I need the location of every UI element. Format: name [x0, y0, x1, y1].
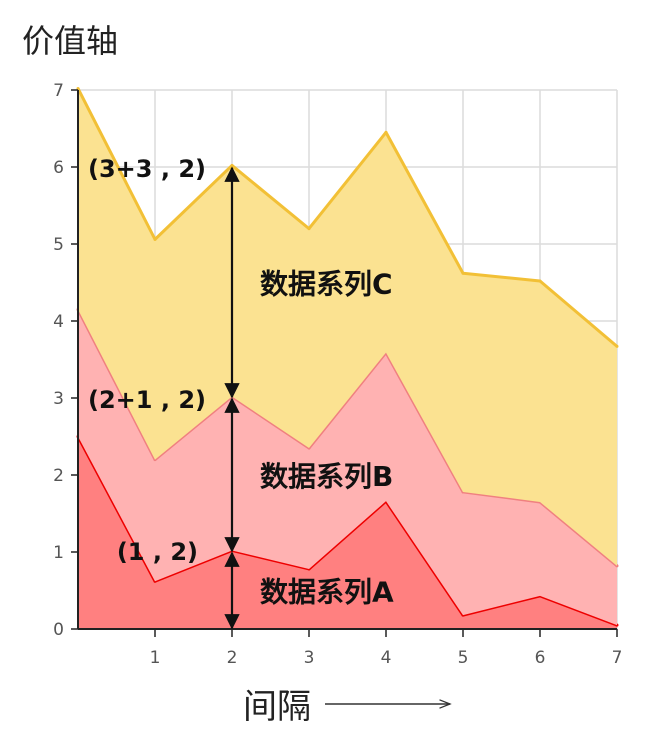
series-label-2: 数据系列B — [260, 460, 393, 493]
y-tick-label: 0 — [53, 620, 64, 640]
data-point-series-3 — [230, 163, 234, 167]
series-label-3: 数据系列C — [260, 268, 393, 301]
plot-areas — [76, 86, 619, 629]
y-tick-label: 6 — [53, 158, 64, 178]
x-tick-label: 5 — [458, 648, 469, 668]
x-axis-label: 间隔 — [243, 687, 311, 727]
y-tick-label: 5 — [53, 235, 64, 255]
data-point-series-3 — [153, 237, 157, 241]
x-tick-label: 6 — [535, 648, 546, 668]
area-series-1 — [78, 436, 617, 629]
x-tick-label: 3 — [304, 648, 315, 668]
series-label-1: 数据系列A — [260, 576, 394, 609]
data-point-series-3 — [384, 130, 388, 134]
x-tick-label: 2 — [227, 648, 238, 668]
y-tick-label: 2 — [53, 466, 64, 486]
area-series-3 — [78, 88, 617, 566]
data-point-series-3 — [538, 279, 542, 283]
annotation-label: (2+1 , 2) — [88, 386, 206, 414]
y-tick-label: 7 — [53, 81, 64, 101]
data-point-series-3 — [307, 227, 311, 231]
axes: 0 1 2 3 4 5 6 7 1 2 3 4 5 6 7 — [53, 81, 622, 668]
annotation-label: (1 , 2) — [117, 538, 198, 566]
data-point-series-3 — [461, 271, 465, 275]
y-tick-label: 4 — [53, 312, 64, 332]
area-series-2 — [78, 309, 617, 626]
x-tick-label: 7 — [612, 648, 623, 668]
annotation-label: (3+3 , 2) — [88, 155, 206, 183]
y-tick-label: 1 — [53, 543, 64, 563]
data-point-series-3 — [76, 86, 80, 90]
annotations: (1 , 2) (2+1 , 2) (3+3 , 2) 数据系列A 数据系列B 数据系列C — [88, 155, 394, 630]
x-tick-label: 4 — [381, 648, 392, 668]
data-point-series-3 — [615, 344, 619, 348]
line-series-3 — [76, 87, 618, 348]
x-tick-label: 1 — [150, 648, 161, 668]
chart-title: 价值轴 — [22, 22, 118, 60]
y-tick-label: 3 — [53, 389, 64, 409]
